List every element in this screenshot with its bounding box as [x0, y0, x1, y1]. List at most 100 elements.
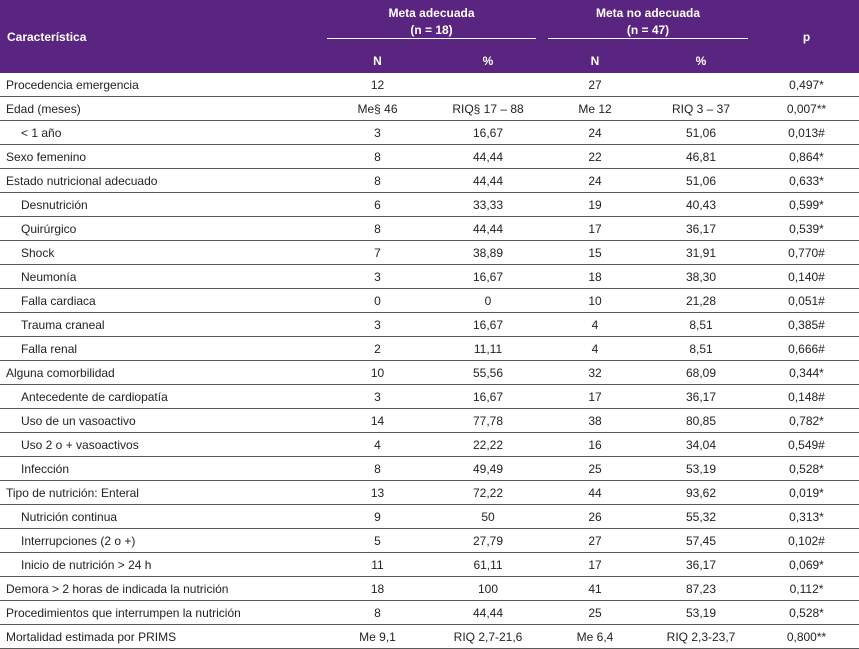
cell-pct-adecuada: 38,89 — [434, 240, 543, 265]
cell-n-adecuada: 9 — [321, 504, 434, 529]
cell-pct-no-adecuada: 31,91 — [648, 240, 755, 265]
cell-p-value: 0,102# — [754, 528, 859, 553]
cell-n-adecuada: 13 — [321, 480, 434, 505]
cell-n-no-adecuada: 44 — [542, 480, 649, 505]
row-label: Shock — [0, 240, 321, 265]
table-row: Procedencia emergencia 12 27 0,497* — [0, 73, 859, 97]
header-meta-no-adecuada: Meta no adecuada (n = 47) — [542, 0, 755, 49]
cell-pct-no-adecuada: 55,32 — [648, 504, 755, 529]
cell-pct-no-adecuada: 68,09 — [648, 360, 755, 385]
row-label: Falla renal — [0, 336, 321, 361]
row-label: Uso de un vasoactivo — [0, 408, 321, 433]
cell-pct-no-adecuada: 51,06 — [648, 120, 755, 145]
cell-n-adecuada: 3 — [321, 312, 434, 337]
table-row: Falla renal 2 11,11 4 8,51 0,666# — [0, 336, 859, 361]
cell-p-value: 0,344* — [754, 360, 859, 385]
table-row: Quirúrgico 8 44,44 17 36,17 0,539* — [0, 216, 859, 241]
cell-p-value: 0,549# — [754, 432, 859, 457]
cell-n-no-adecuada: Me 12 — [542, 96, 649, 121]
cell-n-adecuada: 3 — [321, 384, 434, 409]
cell-pct-no-adecuada — [648, 73, 755, 97]
cell-p-value: 0,800** — [754, 624, 859, 649]
cell-pct-adecuada: 0 — [434, 288, 543, 313]
cell-n-adecuada: 8 — [321, 168, 434, 193]
cell-n-no-adecuada: 32 — [542, 360, 649, 385]
header-meta-no-adecuada-n: (n = 47) — [548, 23, 749, 39]
cell-n-adecuada: 5 — [321, 528, 434, 553]
cell-n-no-adecuada: 17 — [542, 384, 649, 409]
row-label: Estado nutricional adecuado — [0, 168, 321, 193]
cell-pct-no-adecuada: 36,17 — [648, 552, 755, 577]
header-pct-no-adecuada: % — [648, 49, 755, 73]
header-n-no-adecuada: N — [542, 49, 649, 73]
table-row: < 1 año 3 16,67 24 51,06 0,013# — [0, 120, 859, 145]
cell-pct-adecuada: 16,67 — [434, 120, 543, 145]
cell-n-no-adecuada: 27 — [542, 528, 649, 553]
table-header: Característica Meta adecuada (n = 18) Me… — [0, 0, 859, 73]
cell-n-no-adecuada: 17 — [542, 552, 649, 577]
cell-pct-no-adecuada: 34,04 — [648, 432, 755, 457]
cell-pct-no-adecuada: RIQ 2,3-23,7 — [648, 624, 755, 649]
table-row: Uso de un vasoactivo 14 77,78 38 80,85 0,782* — [0, 408, 859, 433]
cell-n-no-adecuada: 25 — [542, 600, 649, 625]
cell-pct-no-adecuada: 53,19 — [648, 600, 755, 625]
row-label: Procedimientos que interrumpen la nutric… — [0, 600, 321, 625]
cell-p-value: 0,007** — [754, 96, 859, 121]
table-row: Edad (meses) Me§ 46 RIQ§ 17 – 88 Me 12 RIQ 3… — [0, 96, 859, 121]
cell-p-value: 0,633* — [754, 168, 859, 193]
cell-pct-no-adecuada: 51,06 — [648, 168, 755, 193]
cell-pct-adecuada: 22,22 — [434, 432, 543, 457]
cell-pct-no-adecuada: 46,81 — [648, 144, 755, 169]
row-label: Uso 2 o + vasoactivos — [0, 432, 321, 457]
table-row: Nutrición continua 9 50 26 55,32 0,313* — [0, 504, 859, 529]
row-label: Falla cardiaca — [0, 288, 321, 313]
cell-pct-no-adecuada: 8,51 — [648, 336, 755, 361]
cell-pct-adecuada: 49,49 — [434, 456, 543, 481]
header-p: p — [754, 0, 859, 73]
cell-pct-adecuada: 33,33 — [434, 192, 543, 217]
row-label: Infección — [0, 456, 321, 481]
cell-p-value: 0,864* — [754, 144, 859, 169]
table-row: Sexo femenino 8 44,44 22 46,81 0,864* — [0, 144, 859, 169]
row-label: Interrupciones (2 o +) — [0, 528, 321, 553]
table-body: Procedencia emergencia 12 27 0,497* Edad (me… — [0, 73, 859, 649]
table-row: Neumonía 3 16,67 18 38,30 0,140# — [0, 264, 859, 289]
table-row: Estado nutricional adecuado 8 44,44 24 51,06… — [0, 168, 859, 193]
cell-pct-adecuada: 44,44 — [434, 216, 543, 241]
cell-pct-no-adecuada: 8,51 — [648, 312, 755, 337]
table-row: Inicio de nutrición > 24 h 11 61,11 17 36,17… — [0, 552, 859, 577]
cell-n-no-adecuada: 17 — [542, 216, 649, 241]
header-n-adecuada: N — [321, 49, 434, 73]
header-meta-adecuada-title: Meta adecuada — [388, 6, 475, 20]
row-label: < 1 año — [0, 120, 321, 145]
cell-pct-adecuada: 77,78 — [434, 408, 543, 433]
row-label: Edad (meses) — [0, 96, 321, 121]
cell-n-adecuada: 6 — [321, 192, 434, 217]
cell-p-value: 0,140# — [754, 264, 859, 289]
row-label: Inicio de nutrición > 24 h — [0, 552, 321, 577]
cell-n-adecuada: 2 — [321, 336, 434, 361]
cell-pct-adecuada: RIQ 2,7-21,6 — [434, 624, 543, 649]
cell-n-no-adecuada: 25 — [542, 456, 649, 481]
cell-n-adecuada: 0 — [321, 288, 434, 313]
cell-p-value: 0,782* — [754, 408, 859, 433]
cell-n-adecuada: 4 — [321, 432, 434, 457]
cell-n-no-adecuada: 27 — [542, 73, 649, 97]
table-row: Shock 7 38,89 15 31,91 0,770# — [0, 240, 859, 265]
header-pct-adecuada: % — [434, 49, 543, 73]
cell-n-no-adecuada: 24 — [542, 168, 649, 193]
cell-n-no-adecuada: 19 — [542, 192, 649, 217]
row-label: Sexo femenino — [0, 144, 321, 169]
cell-p-value: 0,148# — [754, 384, 859, 409]
cell-pct-no-adecuada: 53,19 — [648, 456, 755, 481]
table-row: Interrupciones (2 o +) 5 27,79 27 57,45 0,102… — [0, 528, 859, 553]
cell-pct-adecuada: 16,67 — [434, 312, 543, 337]
cell-pct-adecuada: 16,67 — [434, 384, 543, 409]
row-label: Desnutrición — [0, 192, 321, 217]
cell-p-value: 0,385# — [754, 312, 859, 337]
cell-n-adecuada: Me§ 46 — [321, 96, 434, 121]
cell-p-value: 0,497* — [754, 73, 859, 97]
cell-pct-adecuada: 100 — [434, 576, 543, 601]
table-row: Falla cardiaca 0 0 10 21,28 0,051# — [0, 288, 859, 313]
